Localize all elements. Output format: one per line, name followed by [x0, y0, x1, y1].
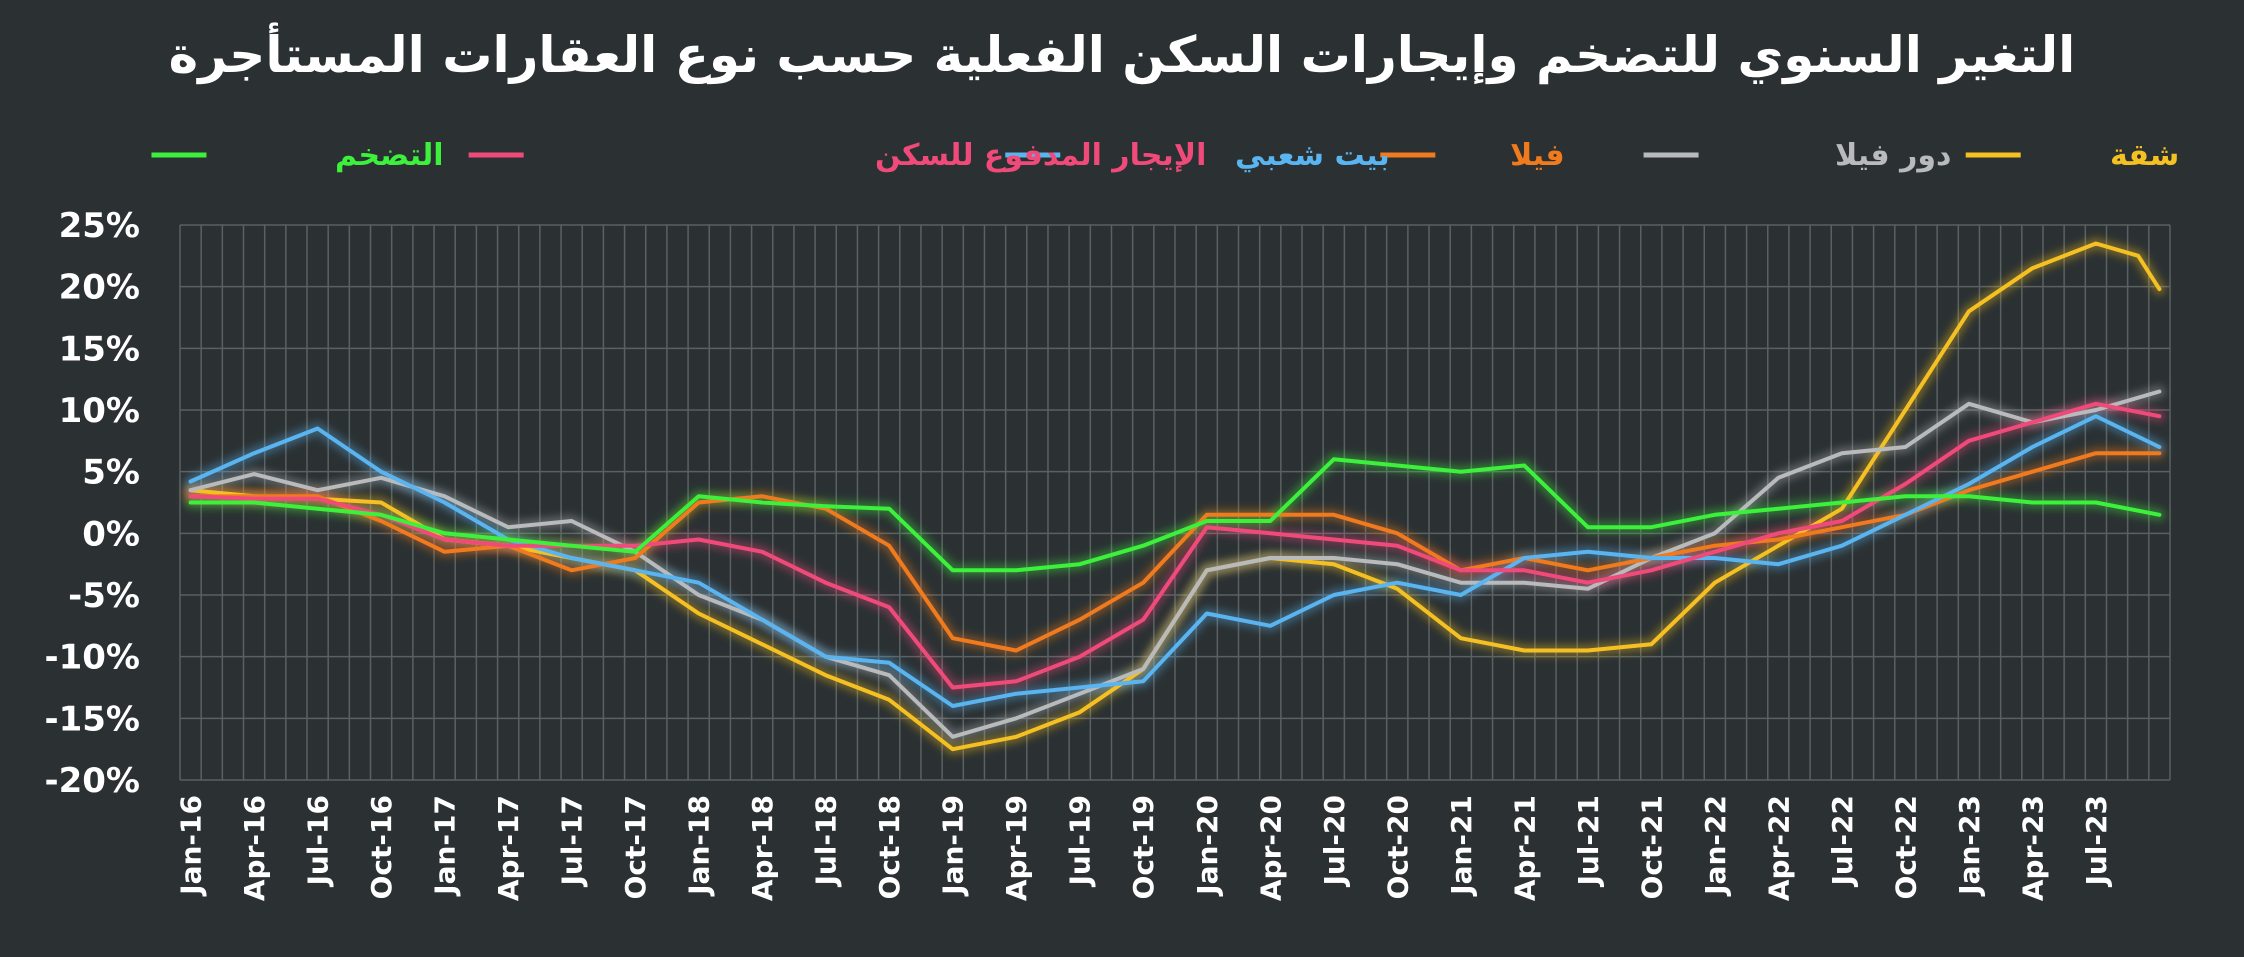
y-tick-label: -20%	[45, 761, 141, 801]
legend-label: شقة	[2110, 138, 2179, 173]
x-tick-label: Jan-22	[1699, 795, 1732, 897]
y-tick-label: -15%	[45, 699, 141, 739]
x-tick-label: Jul-23	[2080, 795, 2113, 888]
x-tick-label: Oct-22	[1889, 795, 1922, 899]
legend-item: دور فيلا	[1643, 138, 1951, 173]
x-tick-label: Apr-23	[2016, 795, 2049, 901]
series-line	[188, 389, 2162, 739]
y-tick-label: 15%	[59, 329, 140, 369]
y-tick-label: 10%	[59, 391, 140, 431]
y-tick-label: 25%	[59, 206, 140, 246]
legend-label: دور فيلا	[1835, 138, 1951, 173]
series-line	[188, 414, 2162, 708]
x-tick-label: Jul-18	[810, 795, 843, 888]
y-tick-label: 5%	[82, 453, 140, 493]
x-tick-label: Apr-21	[1508, 795, 1541, 901]
legend-label: التضخم	[335, 138, 444, 173]
series-line	[188, 457, 2162, 573]
legend-item: فيلا	[1380, 138, 1565, 173]
x-tick-label: Jan-16	[175, 795, 208, 897]
x-tick-label: Apr-17	[492, 795, 525, 901]
x-tick-label: Jan-21	[1445, 795, 1478, 897]
x-tick-label: Oct-18	[873, 795, 906, 899]
legend-label: فيلا	[1510, 138, 1565, 173]
legend-item: الإيجار المدفوع للسكن	[468, 138, 1206, 173]
x-tick-label: Apr-18	[746, 795, 779, 901]
x-tick-label: Jul-16	[302, 795, 335, 888]
x-tick-label: Apr-19	[1000, 795, 1033, 901]
x-tick-label: Jan-19	[937, 795, 970, 897]
x-tick-label: Jul-22	[1826, 795, 1859, 888]
legend-item: التضخم	[151, 138, 444, 173]
x-tick-label: Oct-21	[1635, 795, 1668, 899]
legend-label: الإيجار المدفوع للسكن	[875, 138, 1206, 173]
legend-item: بيت شعبي	[1005, 138, 1390, 173]
legend-label: بيت شعبي	[1235, 138, 1390, 173]
y-tick-label: 20%	[59, 268, 140, 308]
x-tick-label: Oct-19	[1127, 795, 1160, 899]
x-tick-label: Jan-17	[429, 795, 462, 897]
x-tick-label: Jul-17	[556, 795, 589, 888]
x-tick-label: Jan-20	[1191, 795, 1224, 897]
legend-item: شقة	[1965, 138, 2179, 173]
x-tick-label: Apr-22	[1762, 795, 1795, 901]
x-tick-label: Oct-20	[1381, 795, 1414, 899]
y-tick-label: -5%	[68, 576, 140, 616]
series-line	[188, 451, 2162, 653]
x-tick-label: Apr-20	[1254, 795, 1287, 901]
x-tick-label: Jan-18	[683, 795, 716, 897]
x-tick-label: Oct-16	[365, 795, 398, 899]
y-tick-label: 0%	[82, 514, 140, 554]
x-tick-label: Jul-19	[1064, 795, 1097, 888]
x-tick-label: Jul-20	[1318, 795, 1351, 888]
x-tick-label: Jul-21	[1572, 795, 1605, 888]
x-tick-label: Apr-16	[238, 795, 271, 901]
chart-title: التغير السنوي للتضخم وإيجارات السكن الفع…	[169, 22, 2076, 85]
x-tick-label: Oct-17	[619, 795, 652, 899]
series-line	[188, 401, 2162, 690]
x-tick-label: Jan-23	[1953, 795, 1986, 897]
y-tick-label: -10%	[45, 638, 141, 678]
